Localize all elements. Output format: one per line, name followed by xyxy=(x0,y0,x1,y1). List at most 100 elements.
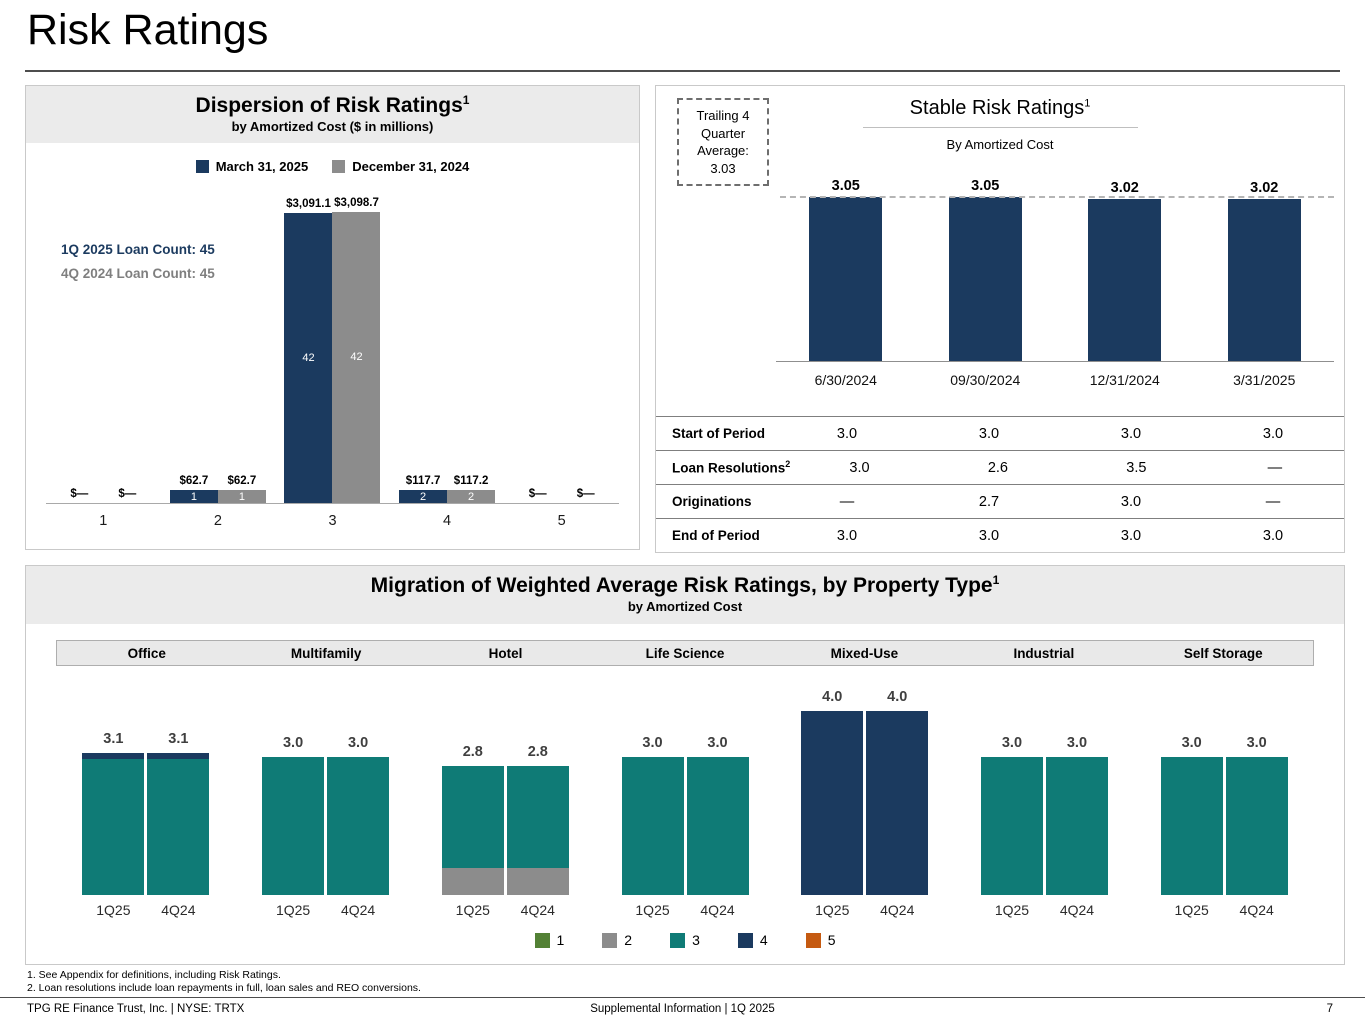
footnote-2: 2. Loan resolutions include loan repayme… xyxy=(27,981,421,994)
migration-group: 2.8 1Q25 2.8 4Q24 xyxy=(415,744,595,918)
migration-panel-header: Migration of Weighted Average Risk Ratin… xyxy=(26,566,1344,625)
stable-x-axis: 6/30/2024 09/30/2024 12/31/2024 3/31/2025 xyxy=(776,372,1334,388)
bar-value-label: 3.02 xyxy=(1250,179,1279,196)
x-axis-label: 4 xyxy=(443,513,452,529)
table-row: Start of Period 3.0 3.0 3.0 3.0 xyxy=(656,416,1344,450)
dispersion-category-group: $— $— xyxy=(504,488,619,503)
bar-value-label: $62.7 xyxy=(179,475,209,488)
bar-value-label: $117.2 xyxy=(453,475,489,488)
trailing-average-callout: Trailing 4 Quarter Average: 3.03 xyxy=(677,98,769,187)
x-axis-label: 4Q24 xyxy=(340,902,376,919)
table-row: End of Period 3.0 3.0 3.0 3.0 xyxy=(656,518,1344,552)
x-axis-label: 2 xyxy=(213,513,222,529)
dispersion-bar-column: $117.2 2 xyxy=(447,475,496,503)
dispersion-bar-column: $62.7 1 xyxy=(169,475,218,503)
bar-value-label: 3.1 xyxy=(103,730,124,747)
legend-label: 5 xyxy=(827,932,836,949)
legend-item: 3 xyxy=(670,932,700,948)
migration-bar-column: 3.0 1Q25 xyxy=(980,735,1043,918)
title-divider xyxy=(25,70,1340,72)
bar-segment-rating-3 xyxy=(82,759,145,896)
footer-document-title: Supplemental Information | 1Q 2025 xyxy=(590,1003,775,1015)
migration-bar-column: 3.0 1Q25 xyxy=(621,735,684,918)
legend-item: 4 xyxy=(737,932,768,948)
loan-count-4q2024: 4Q 2024 Loan Count: 45 xyxy=(61,265,215,281)
x-axis-label: 09/30/2024 xyxy=(950,372,1021,388)
dispersion-category-group: $117.7 2 $117.2 2 xyxy=(390,475,505,503)
x-axis-label: 3/31/2025 xyxy=(1233,372,1296,388)
bar-segment-rating-3 xyxy=(441,766,504,868)
bar-value-label: $117.7 xyxy=(405,475,441,488)
footer-page-number: 7 xyxy=(1326,1003,1333,1015)
bar-segment-rating-3 xyxy=(980,757,1043,896)
bar-value-label: 3.0 xyxy=(347,735,369,752)
dispersion-bar-column: $3,091.1 42 xyxy=(284,197,333,503)
bar-segment-rating-3 xyxy=(621,757,684,896)
legend-label: 3 xyxy=(692,932,700,949)
dispersion-bar-column: $— xyxy=(562,488,610,503)
dispersion-title-text: Dispersion of Risk Ratings xyxy=(195,94,463,117)
stable-bar xyxy=(1088,198,1162,361)
legend-item: 2 xyxy=(602,932,632,948)
property-type-header: Industrial xyxy=(1013,645,1075,661)
bar-value-label: $— xyxy=(70,488,89,501)
table-cell: 3.0 xyxy=(978,425,1000,442)
migration-bar xyxy=(866,711,929,896)
dispersion-bar: 1 xyxy=(217,490,266,503)
dispersion-category-group: $— $— xyxy=(46,488,161,503)
bar-value-label: $— xyxy=(528,488,547,501)
bar-segment-rating-3 xyxy=(1045,757,1108,896)
loan-count-annotations: 1Q 2025 Loan Count: 45 4Q 2024 Loan Coun… xyxy=(61,238,215,285)
stable-panel: Trailing 4 Quarter Average: 3.03 Stable … xyxy=(655,85,1345,553)
rating-legend: 1 2 3 4 5 xyxy=(26,932,1344,948)
stable-bar-column: 3.02 xyxy=(1055,180,1195,361)
table-cell: — xyxy=(839,493,855,510)
migration-title-text: Migration of Weighted Average Risk Ratin… xyxy=(370,574,993,597)
dispersion-panel: Dispersion of Risk Ratings1 by Amortized… xyxy=(25,85,640,550)
migration-group: 3.0 1Q25 3.0 4Q24 xyxy=(955,735,1135,918)
migration-bar xyxy=(506,766,569,896)
dispersion-panel-header: Dispersion of Risk Ratings1 by Amortized… xyxy=(26,86,639,144)
x-axis-label: 1Q25 xyxy=(96,902,131,919)
bar-pair: 3.0 1Q25 3.0 4Q24 xyxy=(262,735,390,919)
footnote-1: 1. See Appendix for definitions, includi… xyxy=(27,969,281,981)
legend-label: 2 xyxy=(624,932,633,949)
bar-value-label: 3.0 xyxy=(1001,735,1023,752)
migration-bar-column: 3.1 1Q25 xyxy=(82,730,145,919)
legend-swatch-icon xyxy=(602,932,618,948)
migration-bar xyxy=(147,752,210,896)
migration-bar xyxy=(980,757,1043,896)
loan-count-label: 1 xyxy=(238,490,245,503)
legend-swatch-icon xyxy=(534,932,550,948)
stable-title-underline xyxy=(862,127,1138,128)
dispersion-bar-column: $— xyxy=(514,488,562,503)
legend-swatch-icon xyxy=(670,932,686,948)
migration-bar-column: 3.0 4Q24 xyxy=(1045,735,1108,918)
dispersion-bar-column: $117.7 2 xyxy=(399,475,448,503)
bar-value-label: $3,091.1 xyxy=(286,197,331,210)
legend-label: 1 xyxy=(556,932,565,949)
table-cell: 3.0 xyxy=(836,425,858,442)
bar-value-label: 2.8 xyxy=(527,744,548,761)
dispersion-x-axis: 1 2 3 4 5 xyxy=(46,513,619,529)
loan-count-1q2025: 1Q 2025 Loan Count: 45 xyxy=(61,242,215,257)
bar-value-label: 3.0 xyxy=(642,735,663,752)
bar-value-label: 4.0 xyxy=(887,689,908,706)
top-row: Dispersion of Risk Ratings1 by Amortized… xyxy=(25,85,1345,553)
loan-count-label: 42 xyxy=(350,351,363,364)
migration-bar xyxy=(801,711,864,896)
legend-item: 5 xyxy=(805,932,836,949)
bar-value-label: 4.0 xyxy=(822,689,843,706)
table-cell: 3.0 xyxy=(1120,527,1142,544)
migration-bar xyxy=(1160,757,1223,896)
migration-bar xyxy=(1225,757,1288,896)
property-type-header: Mixed-Use xyxy=(830,645,899,661)
migration-title: Migration of Weighted Average Risk Ratin… xyxy=(30,573,1340,598)
stable-bar-column: 3.05 xyxy=(776,178,916,361)
migration-group: 3.1 1Q25 3.1 4Q24 xyxy=(56,730,236,919)
legend-item: 1 xyxy=(534,932,565,949)
bar-segment-rating-2 xyxy=(506,867,569,896)
migration-chart: 3.1 1Q25 3.1 4Q24 3.0 1Q25 3.0 4Q24 2.8 1Q25 2.8 4Q… xyxy=(56,686,1314,918)
table-cell: 3.0 xyxy=(1262,425,1284,442)
